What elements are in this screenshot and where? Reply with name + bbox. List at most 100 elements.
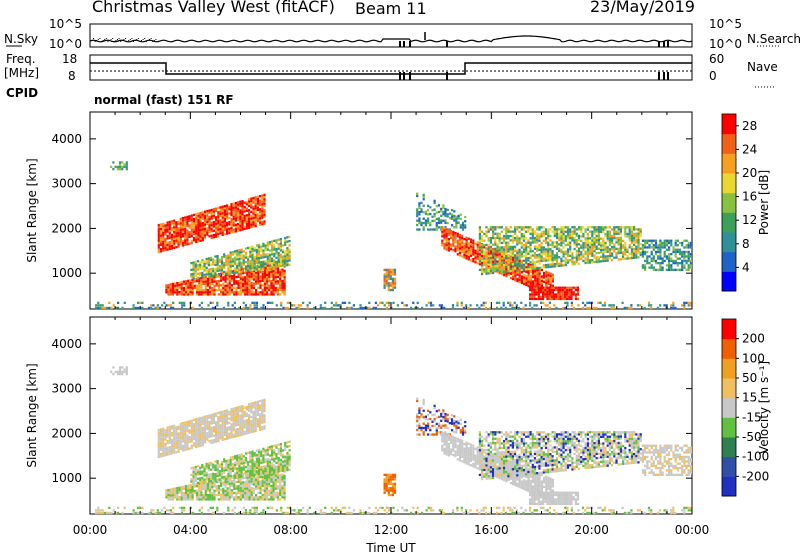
power-cell	[546, 304, 549, 307]
power-cell	[215, 207, 218, 210]
power-cell	[522, 255, 526, 258]
power-cell	[207, 264, 210, 267]
power-cell	[529, 281, 532, 284]
power-cell	[562, 246, 565, 249]
velocity-cell	[237, 498, 240, 501]
power-cell	[606, 237, 609, 240]
power-cell	[509, 261, 512, 265]
power-cell	[507, 237, 510, 240]
power-cell	[393, 279, 397, 283]
power-cell	[237, 201, 240, 204]
velocity-cell	[263, 409, 266, 413]
power-cell	[187, 279, 190, 282]
power-cell	[229, 260, 232, 263]
power-cell	[648, 255, 651, 258]
power-cell	[525, 275, 528, 278]
velocity-cell	[202, 496, 205, 499]
power-cell	[597, 234, 600, 237]
power-cell	[254, 196, 257, 199]
velocity-cell	[219, 419, 222, 423]
power-cell	[429, 206, 432, 209]
velocity-cell	[192, 423, 196, 426]
power-cell	[608, 254, 611, 258]
power-cell	[180, 293, 183, 296]
power-cell	[270, 279, 273, 283]
power-cell	[547, 243, 550, 247]
power-cell	[257, 254, 261, 258]
power-cell	[393, 277, 397, 280]
power-cell	[184, 230, 187, 233]
power-cell	[507, 248, 510, 251]
velocity-cell	[210, 422, 213, 425]
power-cell	[207, 304, 210, 307]
power-cell	[197, 238, 200, 241]
power-cell	[281, 262, 285, 265]
power-cell	[203, 219, 207, 222]
velocity-cell	[237, 412, 240, 416]
power-cell	[511, 304, 514, 307]
power-cell	[250, 206, 253, 209]
power-cell	[259, 214, 262, 218]
velocity-cell	[230, 496, 234, 499]
velocity-cell	[179, 424, 182, 428]
power-cell	[523, 276, 526, 279]
velocity-cell	[257, 485, 260, 488]
power-cell	[500, 306, 503, 310]
power-cell	[217, 284, 220, 287]
power-cell	[661, 259, 664, 263]
power-cell	[170, 229, 174, 232]
velocity-cell	[234, 411, 237, 414]
power-cell	[597, 230, 600, 233]
power-cell	[652, 266, 655, 269]
velocity-cell	[263, 398, 266, 401]
power-cell	[586, 250, 589, 253]
power-cell	[520, 241, 523, 245]
velocity-cell	[228, 498, 231, 501]
power-cell	[239, 284, 242, 287]
power-cell	[549, 243, 552, 246]
power-cell	[474, 258, 477, 262]
power-cell	[271, 264, 274, 267]
velocity-cell	[256, 422, 259, 425]
velocity-cell	[261, 498, 264, 501]
power-cell	[385, 273, 388, 276]
power-cell	[492, 226, 495, 229]
power-cell	[516, 254, 519, 257]
power-cell	[279, 288, 282, 292]
velocity-cell	[245, 419, 248, 422]
power-cell	[459, 213, 462, 216]
velocity-cell	[199, 427, 202, 430]
power-cell	[478, 226, 481, 229]
power-cell	[268, 275, 271, 278]
power-cell	[270, 270, 273, 274]
power-cell	[574, 295, 577, 298]
power-cell	[248, 286, 251, 289]
velocity-cell	[255, 494, 258, 497]
power-cell	[566, 261, 570, 264]
power-cell	[546, 297, 549, 301]
power-cell	[683, 257, 686, 260]
power-cell	[643, 306, 646, 310]
power-cell	[562, 228, 565, 231]
power-cell	[249, 255, 252, 258]
power-cell	[522, 239, 526, 242]
power-cell	[250, 219, 253, 222]
velocity-cell	[246, 491, 249, 494]
power-cell	[206, 288, 209, 292]
velocity-cell	[245, 425, 248, 428]
power-cell	[383, 277, 386, 280]
power-cell	[259, 286, 262, 289]
velocity-cell	[261, 417, 264, 420]
power-cell	[622, 246, 625, 249]
velocity-cell	[164, 433, 167, 437]
power-cell	[206, 229, 209, 232]
power-cell	[500, 246, 503, 249]
power-cell	[635, 239, 638, 242]
power-cell	[487, 239, 490, 242]
velocity-cell	[265, 469, 269, 473]
power-cell	[492, 250, 495, 253]
power-cell	[531, 293, 534, 296]
power-cell	[560, 239, 563, 242]
velocity-cell	[185, 493, 188, 497]
power-cell	[573, 263, 576, 266]
